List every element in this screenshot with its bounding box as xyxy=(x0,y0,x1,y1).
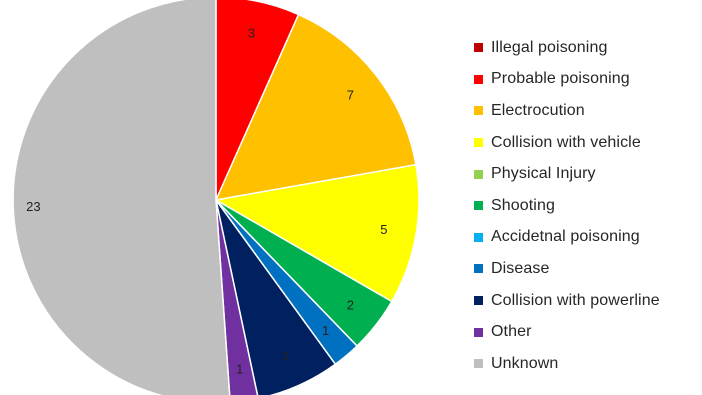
legend-label: Unknown xyxy=(491,354,559,372)
legend-label: Shooting xyxy=(491,196,555,214)
legend-label: Electrocution xyxy=(491,101,585,119)
legend-swatch xyxy=(474,201,483,211)
pie-data-labels: 3 7 5 2 1 3 1 23 xyxy=(26,26,387,377)
pie-slices xyxy=(12,0,420,395)
legend-item-collision-with-vehicle: Collision with vehicle xyxy=(474,127,702,159)
legend-item-shooting: Shooting xyxy=(474,190,702,222)
data-label-disease: 1 xyxy=(322,323,329,338)
pie-slice-electrocution xyxy=(214,13,417,201)
legend-swatch xyxy=(474,74,483,84)
legend-item-unknown: Unknown xyxy=(474,348,702,380)
chart-legend: Illegal poisoning Probable poisoning Elect… xyxy=(474,32,702,380)
legend-label: Accidetnal poisoning xyxy=(491,228,640,246)
legend-swatch xyxy=(474,232,483,242)
legend-label: Illegal poisoning xyxy=(491,38,608,56)
pie-slice-unknown xyxy=(12,0,231,395)
legend-label: Physical Injury xyxy=(491,165,596,183)
data-label-probable-poisoning: 3 xyxy=(248,26,255,41)
legend-item-illegal-poisoning: Illegal poisoning xyxy=(474,32,702,64)
data-label-unknown: 23 xyxy=(26,199,40,214)
legend-swatch xyxy=(474,106,483,116)
legend-swatch xyxy=(474,43,483,53)
legend-item-other: Other xyxy=(474,316,702,348)
legend-swatch xyxy=(474,296,483,306)
legend-swatch xyxy=(474,138,483,148)
legend-label: Probable poisoning xyxy=(491,70,630,88)
legend-swatch xyxy=(474,359,483,369)
legend-item-probable-poisoning: Probable poisoning xyxy=(474,64,702,96)
data-label-other: 1 xyxy=(236,361,243,376)
legend-label: Other xyxy=(491,323,532,341)
data-label-shooting: 2 xyxy=(347,298,354,313)
pie-slice-collision-with-vehicle xyxy=(213,163,420,303)
legend-item-physical-injury: Physical Injury xyxy=(474,158,702,190)
data-label-collision-with-vehicle: 5 xyxy=(380,222,387,237)
legend-item-accidetnal-poisoning: Accidetnal poisoning xyxy=(474,222,702,254)
legend-item-collision-with-powerline: Collision with powerline xyxy=(474,285,702,317)
legend-label: Disease xyxy=(491,259,550,277)
data-label-collision-with-powerline: 3 xyxy=(282,348,289,363)
legend-swatch xyxy=(474,327,483,337)
legend-item-electrocution: Electrocution xyxy=(474,95,702,127)
legend-item-disease: Disease xyxy=(474,253,702,285)
legend-label: Collision with vehicle xyxy=(491,133,641,151)
legend-swatch xyxy=(474,169,483,179)
data-label-electrocution: 7 xyxy=(347,88,354,103)
legend-swatch xyxy=(474,264,483,274)
pie-slice-collision-with-powerline xyxy=(215,199,337,395)
legend-label: Collision with powerline xyxy=(491,291,660,309)
